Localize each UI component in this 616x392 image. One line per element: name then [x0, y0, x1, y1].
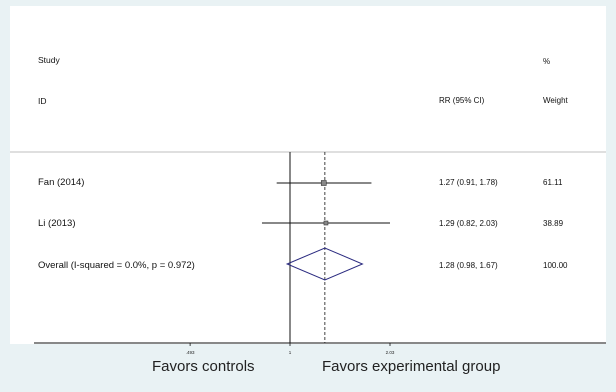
x-tick-label-203: 2.03	[386, 350, 395, 355]
x-tick-label-1: 1	[289, 350, 292, 355]
weight-fan-2014: 61.11	[543, 178, 563, 187]
study-header: Study	[38, 55, 60, 65]
study-label-li-2013: Li (2013)	[38, 218, 76, 229]
id-header: ID	[38, 96, 47, 106]
weight-li-2013: 38.89	[543, 219, 564, 228]
study-label-fan-2014: Fan (2014)	[38, 177, 85, 188]
favors-controls-label: Favors controls	[152, 358, 255, 375]
favors-experimental-label: Favors experimental group	[322, 358, 501, 375]
overall-ci-text: 1.28 (0.98, 1.67)	[439, 261, 498, 270]
point-estimate-li-2013	[323, 220, 329, 226]
percent-header: %	[543, 57, 551, 66]
overall-weight: 100.00	[543, 261, 568, 270]
x-tick-label-493: .493	[186, 350, 195, 355]
rr-ci-header: RR (95% CI)	[439, 96, 485, 105]
weight-header: Weight	[543, 96, 568, 105]
overall-label: Overall (I-squared = 0.0%, p = 0.972)	[38, 260, 195, 271]
plot-panel	[10, 6, 606, 344]
ci-text-li-2013: 1.29 (0.82, 2.03)	[439, 219, 498, 228]
overall-diamond	[285, 247, 364, 281]
ci-text-fan-2014: 1.27 (0.91, 1.78)	[439, 178, 498, 187]
point-estimate-fan-2014	[320, 180, 327, 186]
